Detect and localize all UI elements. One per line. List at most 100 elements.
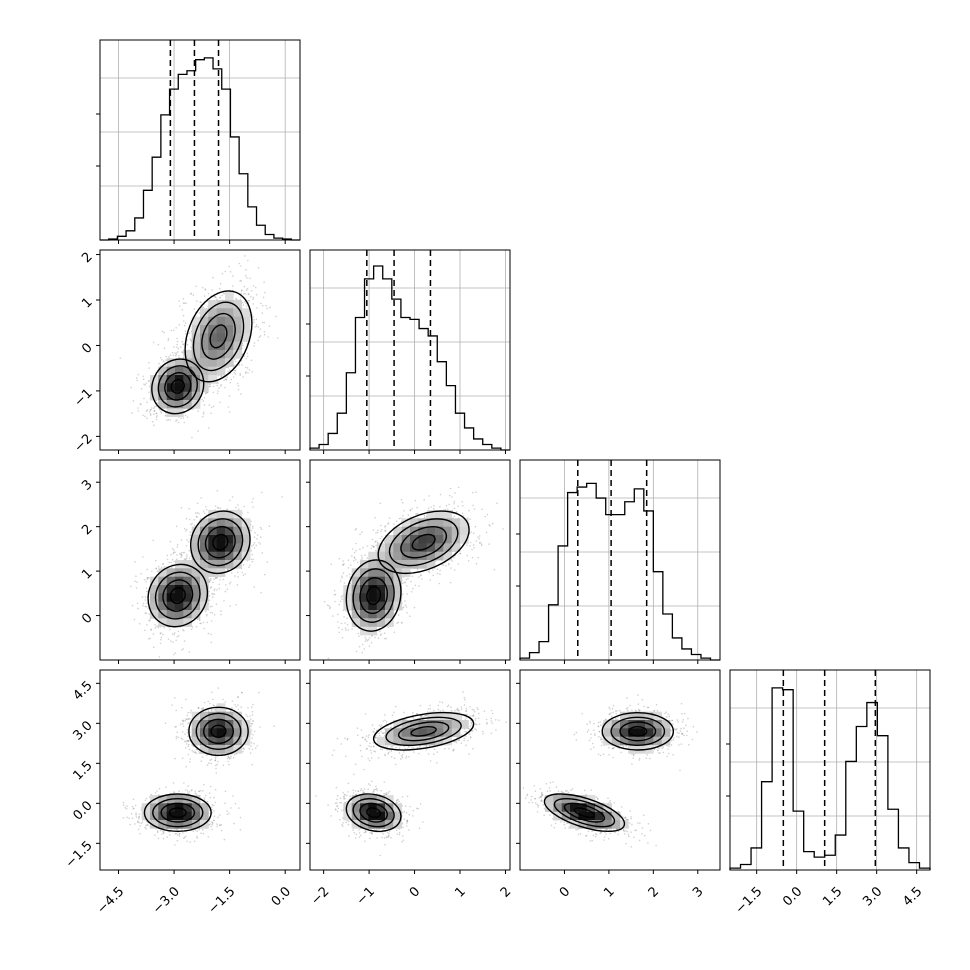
contour-line (160, 802, 196, 823)
contour-line (619, 721, 657, 742)
contour-line (352, 797, 395, 828)
x-tick-label-x3: 0.0 (780, 884, 805, 909)
contour-line (359, 577, 388, 615)
contour-line (563, 802, 606, 823)
y-tick-label-x2: 0 (79, 611, 95, 627)
contour-line (388, 518, 459, 567)
x-tick-label-x2: 1 (601, 884, 617, 900)
x-tick-label-x1: 2 (498, 884, 514, 900)
contour-line (601, 711, 675, 751)
y-tick-label-x2: 2 (79, 522, 95, 538)
panel-background (310, 250, 510, 450)
contour-line (553, 797, 616, 828)
contour-line (372, 711, 475, 751)
histogram-step-x1 (309, 265, 510, 451)
contour-line (162, 579, 194, 612)
x-tick-label-x0: −3.0 (150, 884, 183, 917)
x-tick-label-x1: −2 (308, 884, 332, 908)
panel-frame (99, 459, 301, 661)
panel-background (100, 40, 300, 240)
contour-line (152, 797, 204, 828)
contour-line (151, 358, 205, 415)
panel-content (119, 255, 279, 450)
contour-line (143, 793, 212, 833)
panel-frame (309, 459, 511, 661)
contour-line (195, 712, 242, 751)
contour-line (201, 312, 236, 360)
contour-line (352, 568, 395, 623)
histogram-step-x0 (100, 57, 300, 241)
y-tick-label-x1: −2 (71, 431, 95, 455)
contour-line (169, 587, 186, 605)
contour-line (212, 533, 229, 551)
panel-background (520, 670, 720, 870)
x-tick-label-x1: −1 (354, 884, 378, 908)
histogram-panel-x1 (306, 249, 511, 454)
contour-line (168, 807, 187, 819)
contour-line (410, 725, 437, 737)
y-tick-label-x3: 3.0 (70, 718, 95, 743)
panel-frame (309, 669, 511, 871)
contour-line (203, 718, 235, 745)
panel-frame (519, 669, 721, 871)
density-shading (343, 510, 469, 636)
histogram-panel-x0 (96, 39, 301, 244)
contour-line (573, 807, 596, 819)
contour-line (184, 290, 253, 383)
x-tick-label-x0: 0.0 (269, 884, 294, 909)
x-tick-label-x0: −1.5 (206, 884, 239, 917)
x-tick-label-x3: 3.0 (860, 884, 885, 909)
panel-frame (99, 39, 301, 241)
contour-line (170, 378, 185, 394)
y-tick-label-x1: 2 (79, 250, 95, 266)
contour-line (164, 372, 192, 401)
panel-background (310, 670, 510, 870)
x-tick-label-x0: −4.5 (94, 884, 127, 917)
y-tick-label-x3: 0.0 (70, 798, 95, 823)
contour-line (204, 525, 236, 559)
contour-line (345, 559, 402, 632)
panel-content (323, 486, 504, 659)
density-panel-x3-vs-x0 (96, 669, 301, 874)
density-panel-x2-vs-x0 (96, 459, 301, 664)
density-panel-x3-vs-x1 (306, 669, 511, 874)
contour-line (154, 571, 201, 620)
contour-line (197, 518, 244, 567)
panel-background (100, 670, 300, 870)
contour-line (400, 525, 448, 559)
histogram-step-x3 (729, 687, 931, 870)
density-panel-x1-vs-x0 (96, 249, 301, 454)
panel-frame (99, 669, 301, 871)
x-tick-label-x3: 4.5 (900, 884, 925, 909)
contour-line (610, 716, 666, 747)
y-tick-label-x1: 1 (79, 295, 95, 311)
panel-frame (309, 249, 511, 451)
contour-line (147, 563, 209, 628)
y-tick-label-x1: 0 (79, 341, 95, 357)
panel-content (130, 490, 283, 658)
x-tick-label-x1: 0 (407, 884, 423, 900)
contour-line (377, 510, 470, 575)
contour-line (192, 301, 245, 372)
contour-line (345, 793, 402, 833)
panel-background (730, 670, 930, 870)
contour-line (210, 724, 227, 739)
panel-frame (519, 459, 721, 661)
density-panel-x2-vs-x1 (306, 459, 511, 664)
contour-line (359, 802, 388, 823)
y-tick-label-x2: 3 (79, 477, 95, 493)
panel-frame (729, 669, 931, 871)
histogram-panel-x3 (726, 669, 931, 874)
y-tick-label-x2: 1 (79, 566, 95, 582)
contour-line (385, 716, 462, 747)
contour-line (397, 721, 450, 742)
x-tick-label-x2: 0 (557, 884, 573, 900)
panel-frame (99, 249, 301, 451)
panel-content (122, 687, 275, 846)
contour-line (628, 725, 648, 737)
y-tick-label-x1: −1 (71, 386, 95, 410)
x-tick-label-x3: −1.5 (733, 884, 766, 917)
contour-line (366, 807, 382, 819)
contour-line (190, 510, 251, 575)
